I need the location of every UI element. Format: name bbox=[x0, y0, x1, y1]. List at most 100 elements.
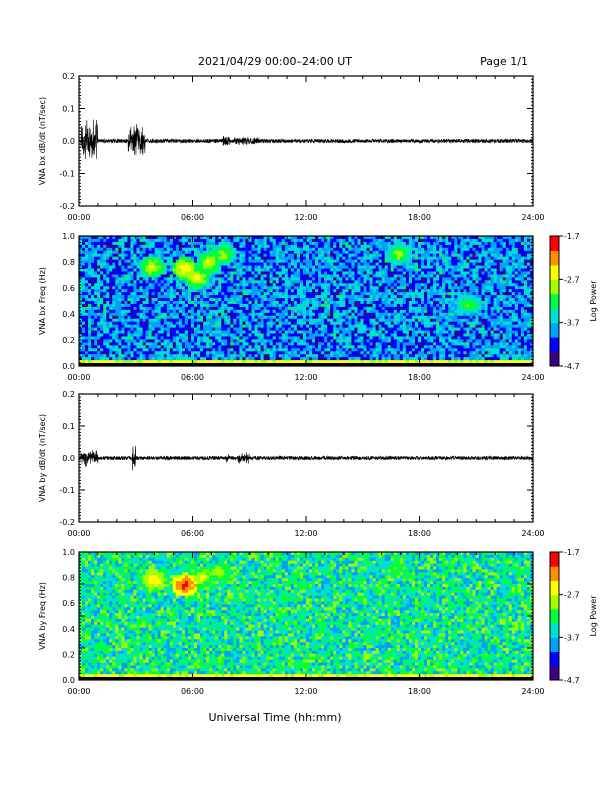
heatmap-cell bbox=[91, 253, 95, 258]
heatmap-cell bbox=[124, 357, 128, 361]
heatmap-cell bbox=[405, 306, 410, 311]
heatmap-cell bbox=[345, 315, 349, 320]
heatmap-cell bbox=[402, 348, 407, 352]
heatmap-cell bbox=[357, 274, 361, 278]
heatmap-cell bbox=[166, 303, 171, 308]
heatmap-cell bbox=[221, 259, 225, 263]
heatmap-cell bbox=[163, 303, 168, 308]
heatmap-cell bbox=[139, 241, 143, 246]
heatmap-cell bbox=[402, 333, 407, 337]
heatmap-cell bbox=[127, 274, 131, 278]
heatmap-cell bbox=[91, 357, 95, 361]
heatmap-cell bbox=[236, 292, 240, 296]
heatmap-cell bbox=[121, 345, 125, 349]
heatmap-cell bbox=[124, 351, 128, 355]
heatmap-cell bbox=[233, 333, 237, 337]
heatmap-cell bbox=[333, 357, 337, 361]
heatmap-cell bbox=[175, 354, 180, 358]
heatmap-cell bbox=[79, 309, 83, 314]
heatmap-cell bbox=[342, 238, 346, 243]
heatmap-cell bbox=[287, 336, 292, 340]
heatmap-cell bbox=[354, 315, 358, 320]
heatmap-cell bbox=[284, 339, 289, 343]
heatmap-cell bbox=[275, 318, 280, 323]
heatmap-cell bbox=[351, 253, 355, 258]
heatmap-cell bbox=[324, 236, 328, 240]
heatmap-cell bbox=[139, 309, 143, 314]
heatmap-cell bbox=[218, 295, 222, 299]
heatmap-cell bbox=[157, 265, 162, 269]
heatmap-cell bbox=[227, 339, 231, 343]
heatmap-cell bbox=[263, 241, 268, 246]
heatmap-cell bbox=[233, 298, 237, 302]
heatmap-cell bbox=[218, 336, 222, 340]
heatmap-cell bbox=[342, 354, 346, 358]
heatmap-cell bbox=[390, 309, 395, 314]
heatmap-cell bbox=[348, 295, 352, 299]
heatmap-cell bbox=[354, 241, 358, 246]
heatmap-cell bbox=[266, 250, 271, 255]
heatmap-cell bbox=[278, 295, 283, 299]
heatmap-cell bbox=[411, 256, 416, 261]
heatmap-cell bbox=[281, 271, 286, 275]
heatmap-cell bbox=[372, 357, 377, 361]
heatmap-cell bbox=[408, 286, 413, 290]
heatmap-cell bbox=[272, 277, 277, 281]
heatmap-cell bbox=[157, 333, 162, 337]
heatmap-cell bbox=[115, 271, 119, 275]
heatmap-cell bbox=[133, 256, 137, 261]
heatmap-cell bbox=[345, 259, 349, 263]
heatmap-cell bbox=[175, 256, 180, 261]
heatmap-cell bbox=[245, 286, 249, 290]
heatmap-cell bbox=[408, 333, 413, 337]
heatmap-cell bbox=[318, 303, 322, 308]
heatmap-cell bbox=[184, 324, 189, 328]
heatmap-cell bbox=[399, 265, 404, 269]
heatmap-cell bbox=[79, 271, 83, 275]
heatmap-cell bbox=[236, 289, 240, 293]
heatmap-cell bbox=[254, 348, 258, 352]
heatmap-cell bbox=[200, 312, 204, 317]
heatmap-cell bbox=[342, 345, 346, 349]
heatmap-cell bbox=[248, 339, 252, 343]
heatmap-cell bbox=[121, 330, 125, 334]
heatmap-cell bbox=[281, 330, 286, 334]
heatmap-cell bbox=[187, 306, 192, 311]
heatmap-cell bbox=[109, 342, 113, 346]
heatmap-cell bbox=[227, 295, 231, 299]
heatmap-cell bbox=[336, 289, 340, 293]
heatmap-cell bbox=[306, 289, 310, 293]
heatmap-cell bbox=[215, 274, 219, 278]
heatmap-cell bbox=[154, 236, 159, 240]
heatmap-cell bbox=[284, 268, 289, 272]
heatmap-cell bbox=[278, 271, 283, 275]
heatmap-cell bbox=[88, 351, 92, 355]
heatmap-cell bbox=[254, 250, 258, 255]
heatmap-cell bbox=[260, 241, 265, 246]
heatmap-cell bbox=[375, 247, 380, 252]
heatmap-cell bbox=[224, 277, 228, 281]
heatmap-cell bbox=[333, 259, 337, 263]
heatmap-cell bbox=[169, 312, 174, 317]
heatmap-cell bbox=[178, 339, 183, 343]
heatmap-cell bbox=[309, 360, 313, 364]
heatmap-cell bbox=[212, 306, 216, 311]
heatmap-cell bbox=[248, 253, 252, 258]
heatmap-cell bbox=[118, 256, 122, 261]
heatmap-cell bbox=[215, 354, 219, 358]
heatmap-cell bbox=[124, 271, 128, 275]
heatmap-cell bbox=[218, 357, 222, 361]
heatmap-cell bbox=[281, 327, 286, 331]
heatmap-cell bbox=[363, 295, 367, 299]
heatmap-cell bbox=[85, 262, 89, 266]
heatmap-cell bbox=[154, 312, 159, 317]
heatmap-cell bbox=[194, 280, 198, 284]
heatmap-cell bbox=[227, 274, 231, 278]
heatmap-cell bbox=[236, 315, 240, 320]
heatmap-cell bbox=[257, 306, 261, 311]
heatmap-cell bbox=[302, 354, 307, 358]
heatmap-cell bbox=[299, 289, 304, 293]
heatmap-cell bbox=[106, 301, 110, 305]
heatmap-cell bbox=[372, 283, 377, 287]
heatmap-cell bbox=[312, 265, 316, 269]
